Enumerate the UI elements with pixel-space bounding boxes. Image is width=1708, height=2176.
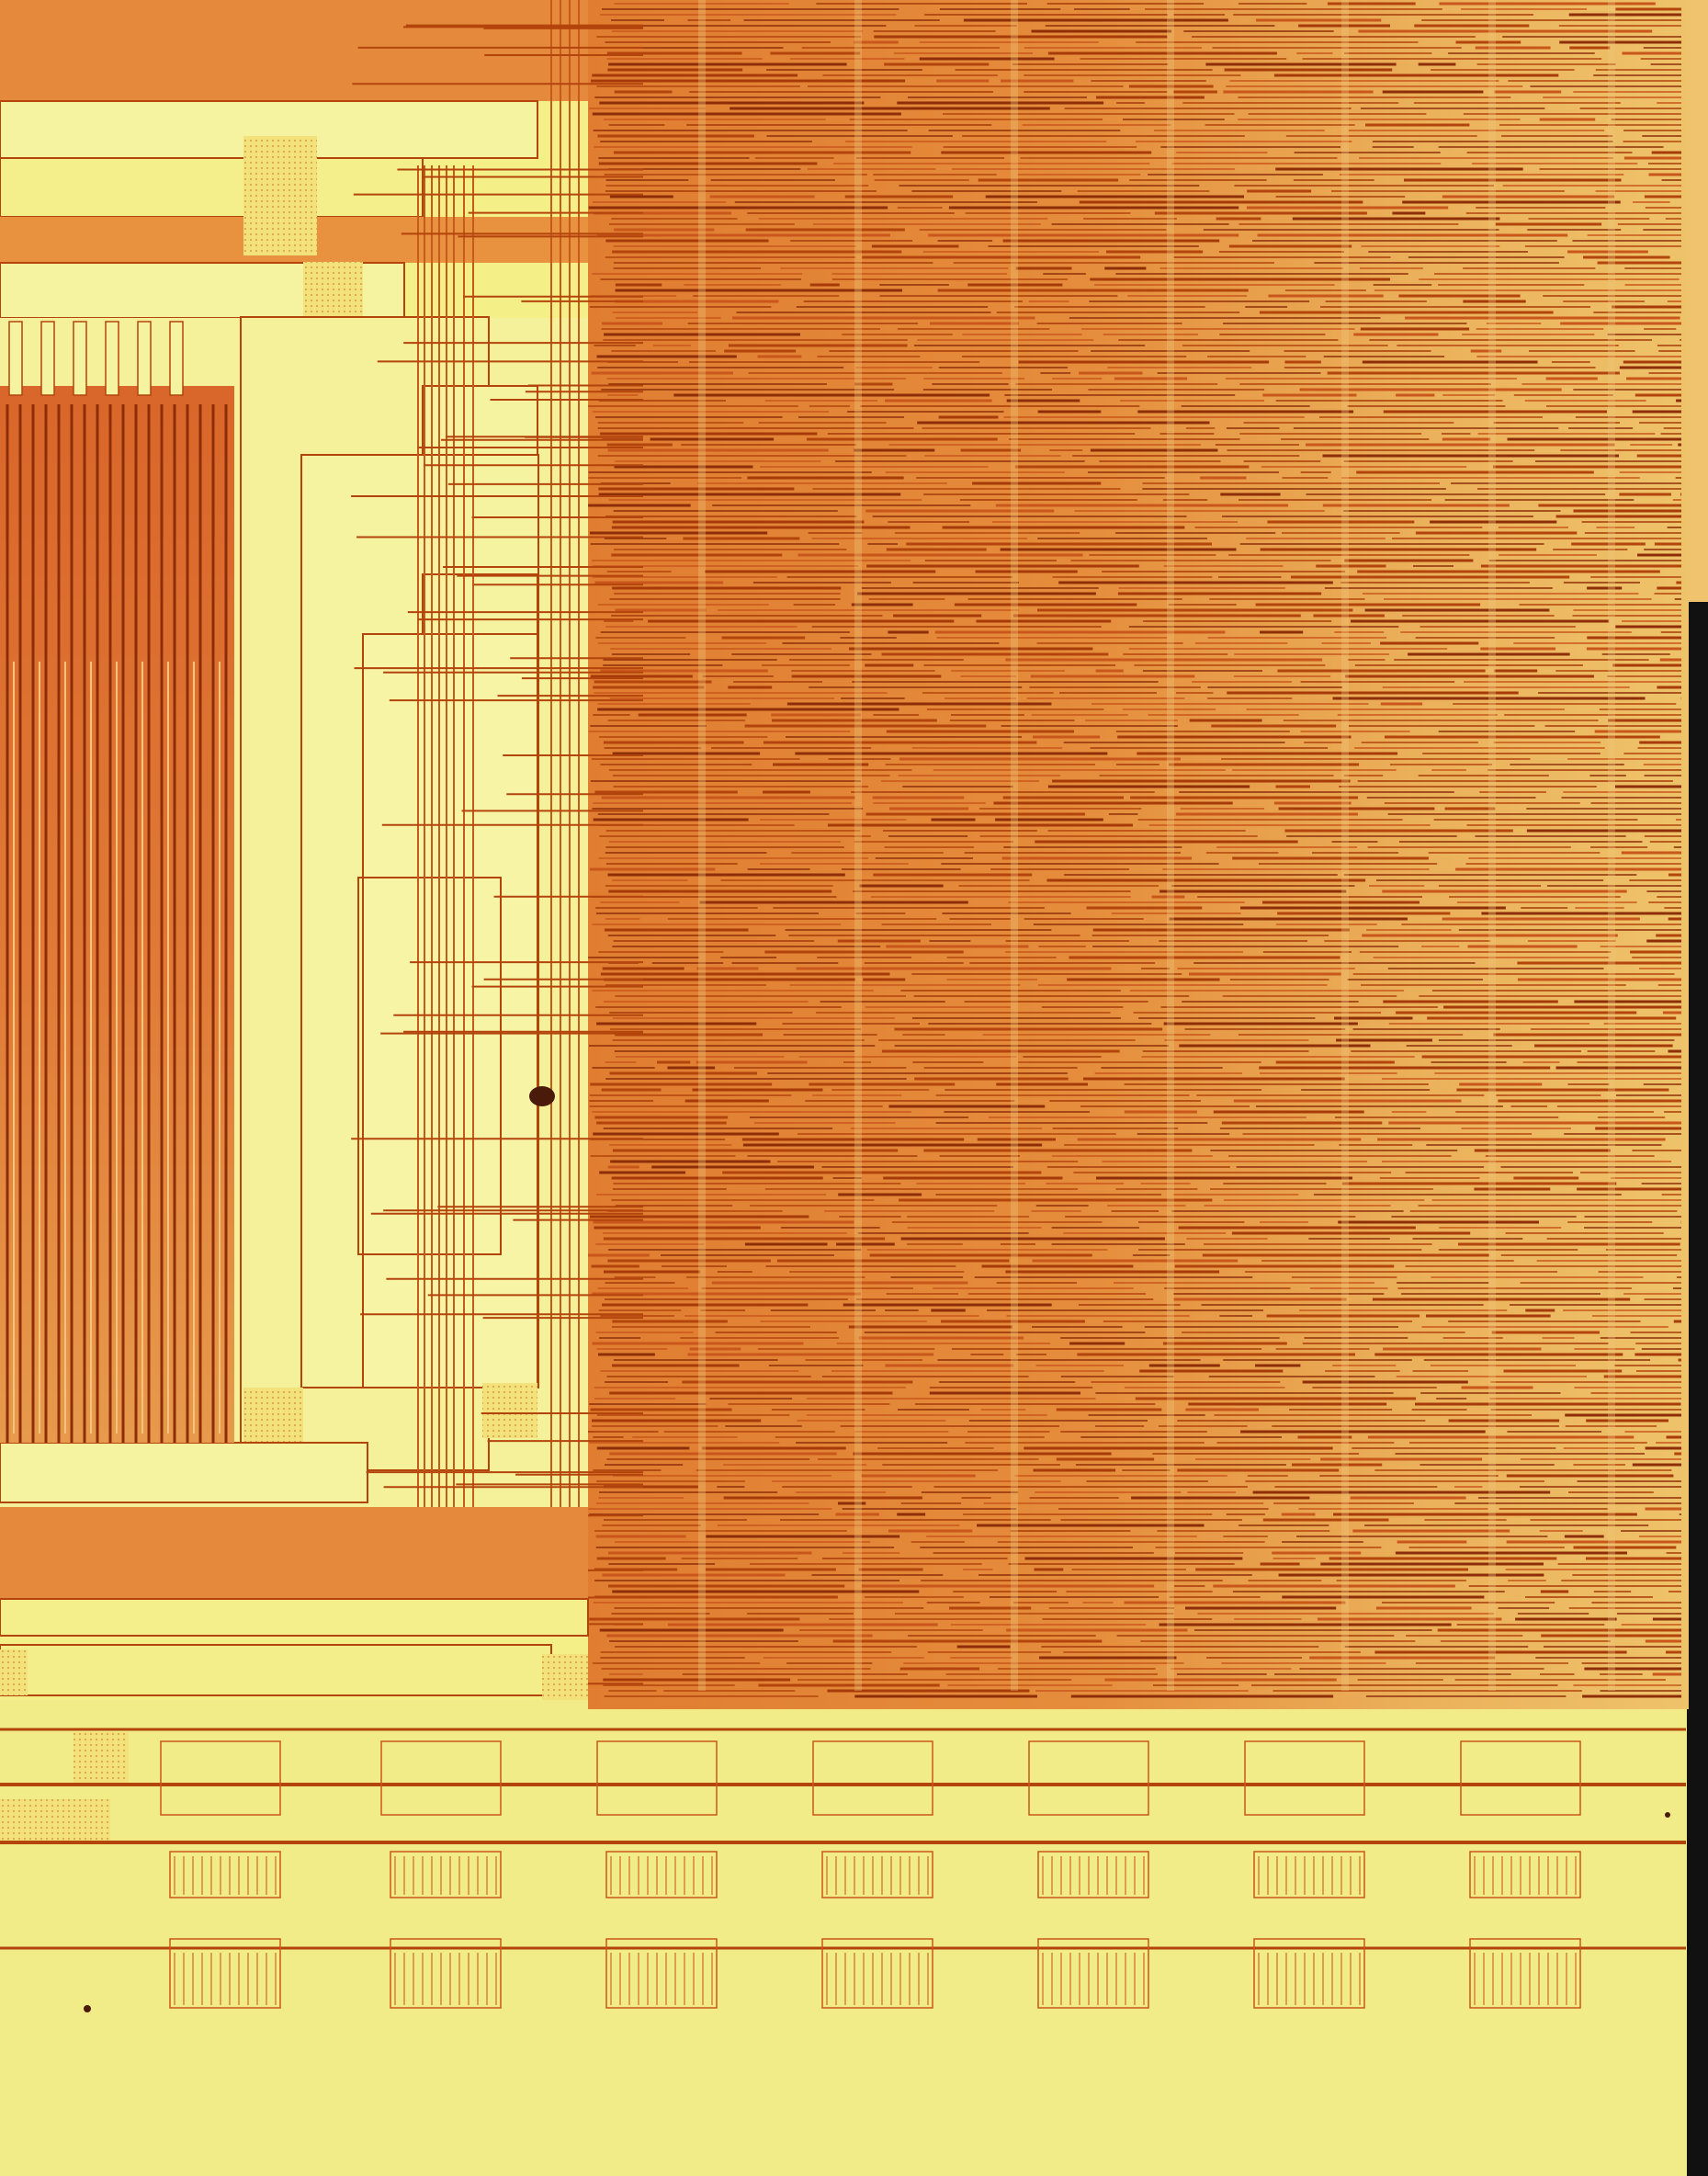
logic-wiring bbox=[351, 0, 1681, 1698]
defect-specks bbox=[84, 1086, 1670, 2012]
stitch-edge bbox=[1680, 0, 1708, 2176]
vertical-buses bbox=[417, 0, 580, 1608]
lower-bus-bands bbox=[0, 1507, 589, 1700]
bottom-rails bbox=[0, 1728, 1686, 1950]
top-routing bbox=[0, 0, 588, 101]
io-cell-row bbox=[160, 1740, 1581, 2009]
transistor-array bbox=[0, 321, 234, 1443]
lower-pale-region bbox=[0, 1700, 1708, 2176]
